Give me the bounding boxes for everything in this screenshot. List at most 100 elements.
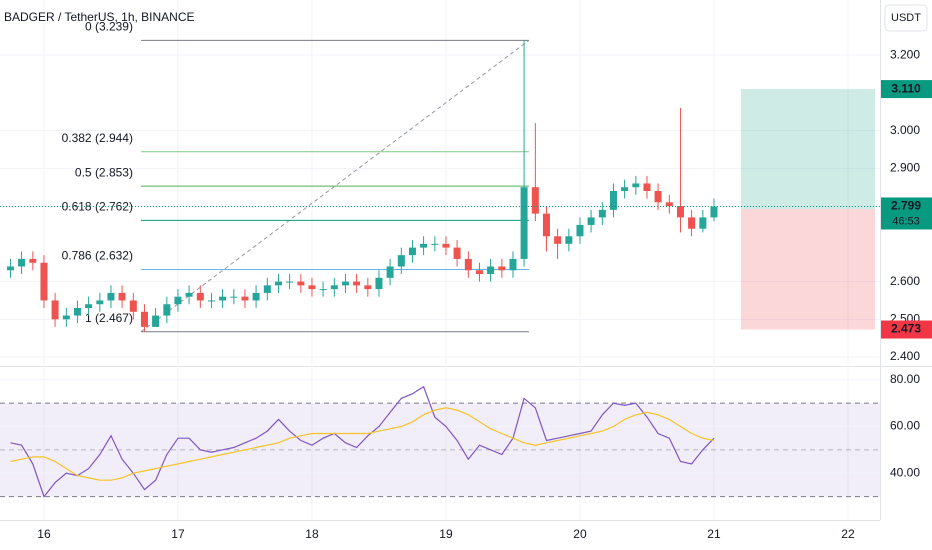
candle-body [40, 262, 48, 301]
candle-body [297, 281, 305, 286]
y-tick-label: 3.200 [890, 47, 920, 61]
fib-label: 1 (2.467) [85, 311, 133, 325]
candle-body [6, 266, 14, 271]
candle-body [688, 217, 696, 229]
x-tick-label: 18 [305, 527, 319, 541]
y-tick-label: 2.900 [890, 161, 920, 175]
countdown-label: 46:53 [892, 215, 920, 227]
candle-body [587, 217, 595, 225]
fib-label: 0.618 (2.762) [62, 200, 133, 214]
last-price-box [881, 197, 932, 230]
candle-body [107, 292, 115, 301]
candle-body [632, 183, 640, 188]
candle-body [676, 206, 684, 218]
candle-body [531, 187, 539, 214]
candle-body [598, 209, 606, 218]
currency-label[interactable]: USDT [891, 12, 921, 24]
candle-body [263, 285, 271, 293]
candle-body [18, 258, 26, 267]
candle-body [509, 258, 517, 271]
candle-body [196, 292, 204, 301]
candle-body [375, 277, 383, 290]
last-price-label: 2.799 [891, 199, 921, 213]
x-tick-label: 17 [171, 527, 185, 541]
candle-body [241, 296, 249, 301]
candle-body [542, 213, 550, 237]
x-tick-label: 16 [37, 527, 51, 541]
candle-body [710, 206, 718, 218]
y-tick-label: 2.400 [890, 349, 920, 363]
candle-body [85, 304, 93, 309]
candle-body [129, 300, 137, 312]
candle-body [397, 255, 405, 267]
loss-zone [740, 209, 875, 330]
y-tick-label: 40.00 [890, 465, 920, 479]
candle-body [230, 296, 238, 298]
target-price-box [881, 80, 932, 99]
currency-button[interactable] [884, 4, 928, 32]
candle-body [330, 285, 338, 290]
candle-body [274, 281, 282, 286]
candle-body [609, 190, 617, 210]
candle-body [96, 300, 104, 305]
candle-body [29, 258, 37, 263]
stop-price-box [881, 320, 932, 339]
target-price-label: 3.110 [891, 81, 921, 95]
candle-body [163, 304, 171, 316]
chart-title: BADGER / TetherUS, 1h, BINANCE [4, 10, 195, 24]
candle-body [118, 292, 126, 301]
candle-body [353, 281, 361, 286]
candle-body [308, 285, 316, 290]
fib-label: 0.786 (2.632) [62, 249, 133, 263]
candle-body [207, 300, 215, 302]
candle-body [643, 183, 651, 191]
candle-body [185, 292, 193, 297]
candle-body [286, 281, 294, 283]
candle-body [699, 217, 707, 229]
x-tick-label: 20 [573, 527, 587, 541]
candle-body [152, 315, 160, 327]
candle-body [174, 296, 182, 305]
candle-body [62, 315, 70, 320]
fib-label: 0 (3.239) [85, 20, 133, 34]
candle-body [565, 236, 573, 244]
y-tick-label: 3.000 [890, 123, 920, 137]
candle-body [498, 266, 506, 271]
fib-label: 0.382 (2.944) [62, 131, 133, 145]
candle-body [654, 190, 662, 203]
fib-label: 0.5 (2.853) [75, 165, 133, 179]
candle-body [420, 243, 428, 248]
candle-body [665, 202, 673, 207]
y-tick-label: 80.00 [890, 372, 920, 386]
candle-body [51, 300, 59, 320]
x-tick-label: 22 [841, 527, 855, 541]
candle-body [73, 308, 81, 316]
candle-body [408, 247, 416, 256]
candle-body [319, 289, 327, 291]
plot-layer: 16 17 18 19 20 21 223.2003.0002.9002.6002.5002… [0, 0, 920, 541]
x-tick-label: 21 [707, 527, 721, 541]
candle-body [621, 187, 629, 191]
candle-body [520, 187, 528, 259]
candle-body [464, 258, 472, 271]
candle-body [386, 266, 394, 278]
candle-body [341, 281, 349, 286]
candle-body [487, 266, 495, 275]
candle-body [453, 247, 461, 259]
candle-body [576, 224, 584, 237]
y-tick-label: 60.00 [890, 419, 920, 433]
x-tick-label: 19 [439, 527, 453, 541]
y-tick-label: 2.600 [890, 274, 920, 288]
fib-trend-line [140, 39, 530, 333]
candle-body [442, 243, 450, 248]
candle-body [364, 285, 372, 290]
stop-price-label: 2.473 [891, 322, 921, 336]
rsi-line [10, 385, 715, 498]
candle-body [431, 243, 439, 245]
candle-body [554, 236, 562, 244]
candle-body [140, 311, 148, 327]
profit-zone [740, 89, 875, 210]
candle-body [475, 270, 483, 275]
